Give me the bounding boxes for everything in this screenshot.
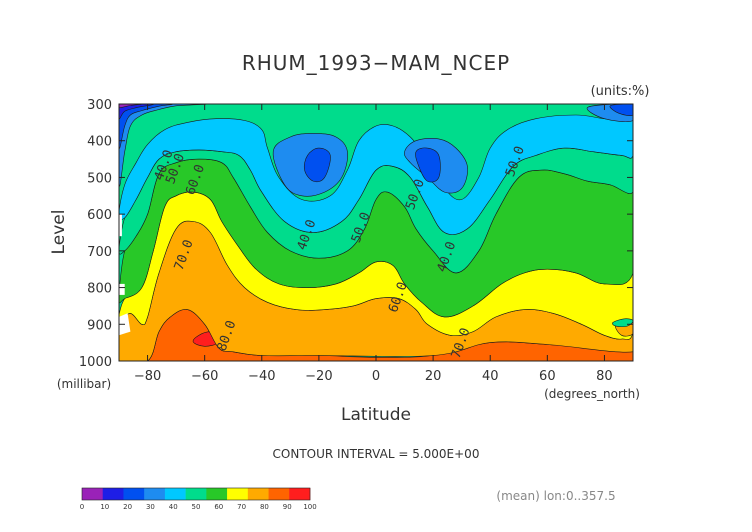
- contour-band-10: [415, 147, 441, 183]
- y-tick-label: 700: [87, 245, 112, 260]
- colorbar-frame: [81, 487, 311, 501]
- x-axis-label: Latitude: [341, 405, 411, 425]
- y-tick-label: 300: [87, 98, 112, 113]
- colorbar-swatch: [164, 488, 186, 500]
- y-tick-label: 800: [87, 282, 112, 297]
- colorbar-swatch: [289, 488, 311, 500]
- colorbar-label: 70: [237, 503, 246, 511]
- x-units-label: (degrees_north): [544, 387, 640, 401]
- y-units-label: (millibar): [57, 377, 111, 391]
- y-tick-label: 500: [87, 171, 112, 186]
- x-axis: −80 −60 −40 −20 0 20 40 60 80: [134, 104, 613, 384]
- x-tick-label: −20: [305, 369, 332, 384]
- x-tick-label: 40: [482, 369, 499, 384]
- colorbar-label: 10: [100, 503, 109, 511]
- x-tick-label: 20: [425, 369, 442, 384]
- colorbar-label: 30: [146, 503, 155, 511]
- x-tick-label: −40: [248, 369, 275, 384]
- colorbar-swatch: [82, 488, 104, 500]
- x-tick-label: 80: [596, 369, 613, 384]
- colorbar: 0 10 20 30 40 50 60 70 80 90 100: [80, 487, 317, 511]
- y-axis: 300 400 500 600 700 800 900 1000: [79, 98, 633, 370]
- y-tick-label: 400: [87, 135, 112, 150]
- contour-band-30: [119, 114, 633, 235]
- colorbar-swatch: [102, 488, 124, 500]
- missing-data-region: [119, 283, 125, 295]
- y-tick-label: 1000: [79, 355, 112, 370]
- contour-band-10: [303, 147, 331, 183]
- contour-band-0: [119, 104, 143, 109]
- y-tick-label: 600: [87, 208, 112, 223]
- colorbar-label: 80: [260, 503, 269, 511]
- missing-data-region: [119, 214, 122, 237]
- colorbar-swatch: [185, 488, 207, 500]
- contour-bands: [119, 104, 633, 361]
- colorbar-swatch: [227, 488, 249, 500]
- y-axis-label: Level: [49, 210, 69, 255]
- x-tick-label: 60: [539, 369, 556, 384]
- colorbar-label: 40: [169, 503, 178, 511]
- colorbar-label: 0: [80, 503, 84, 511]
- colorbar-label: 90: [283, 503, 292, 511]
- colorbar-swatch: [247, 488, 269, 500]
- colorbar-label: 50: [192, 503, 201, 511]
- colorbar-swatch: [144, 488, 166, 500]
- colorbar-swatch: [206, 488, 228, 500]
- x-tick-label: −60: [191, 369, 218, 384]
- units-label: (units:%): [591, 84, 650, 99]
- colorbar-label: 100: [303, 503, 316, 511]
- plot-area: 40.050.060.040.0 50.050.040.060.070.080.0…: [118, 103, 634, 362]
- contour-interval-text: CONTOUR INTERVAL = 5.000E+00: [273, 447, 480, 461]
- x-tick-label: 0: [372, 369, 380, 384]
- footnote: (mean) lon:0..357.5: [496, 489, 615, 503]
- y-tick-label: 900: [87, 318, 112, 333]
- colorbar-swatch: [123, 488, 145, 500]
- chart-title: RHUM_1993−MAM_NCEP: [242, 51, 510, 75]
- x-tick-label: −80: [134, 369, 161, 384]
- colorbar-swatch: [268, 488, 290, 500]
- colorbar-label: 20: [123, 503, 132, 511]
- colorbar-label: 60: [214, 503, 223, 511]
